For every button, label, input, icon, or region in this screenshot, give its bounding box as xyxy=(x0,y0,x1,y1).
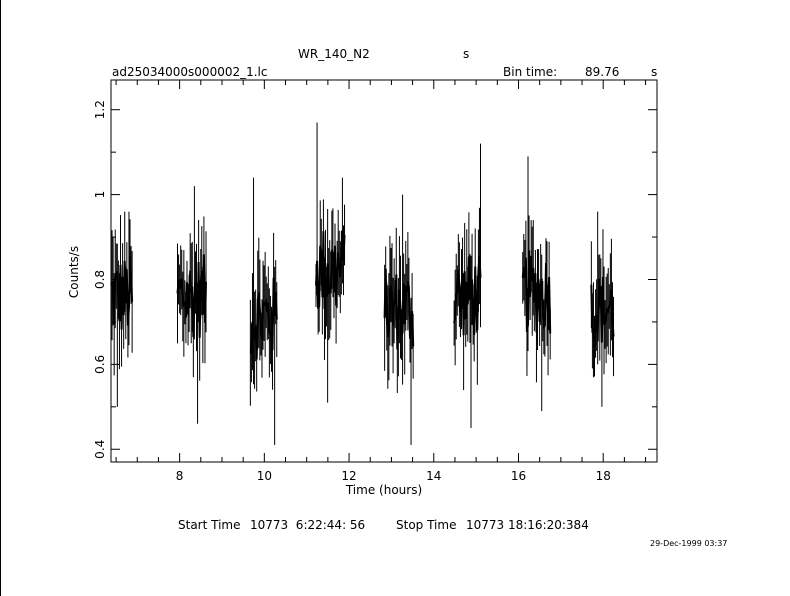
x-tick-label: 12 xyxy=(341,469,356,483)
rate-trace xyxy=(176,254,207,338)
rate-trace xyxy=(453,255,482,336)
object-name: WR_140_N2 xyxy=(298,47,370,61)
y-tick-label: 0.8 xyxy=(93,270,107,289)
y-tick-label: 0.4 xyxy=(93,440,107,459)
rate-trace xyxy=(315,230,346,310)
bin-time-label: Bin time: xyxy=(503,65,558,79)
x-tick-label: 16 xyxy=(511,469,526,483)
axis-tick-labels: 8 10 12 14 16 18 0.4 0.6 0.8 1 1.2 xyxy=(93,100,611,483)
y-axis-label: Counts/s xyxy=(67,246,81,298)
lightcurve-filename: ad25034000s000002_1.lc xyxy=(112,65,268,79)
rate-trace xyxy=(110,256,134,330)
x-tick-label: 8 xyxy=(176,469,184,483)
segment-1 xyxy=(110,211,134,407)
segment-7 xyxy=(521,156,552,412)
y-tick-label: 0.6 xyxy=(93,355,107,374)
segment-6 xyxy=(453,143,482,429)
segment-4 xyxy=(315,122,346,403)
data-series xyxy=(110,122,615,446)
x-tick-label: 18 xyxy=(596,469,611,483)
window-border xyxy=(0,0,1,596)
segment-3 xyxy=(249,177,278,446)
bin-time-value: 89.76 xyxy=(585,65,620,79)
segment-2 xyxy=(176,186,207,424)
segment-5 xyxy=(383,194,415,446)
plot-frame xyxy=(110,79,658,463)
x-axis-label: Time (hours) xyxy=(345,483,422,497)
plot-date: 29-Dec-1999 03:37 xyxy=(650,539,728,548)
bin-time-units: s xyxy=(651,65,658,79)
y-tick-label: 1.2 xyxy=(93,100,107,119)
start-time-label: Start Time xyxy=(178,518,241,532)
stop-time-label: Stop Time xyxy=(396,518,457,532)
segment-8 xyxy=(590,211,615,407)
start-time-value: 10773 6:22:44: 56 xyxy=(250,518,366,532)
object-units: s xyxy=(463,47,470,61)
x-tick-label: 14 xyxy=(426,469,441,483)
rate-trace xyxy=(250,277,278,360)
rate-trace xyxy=(521,250,552,334)
x-tick-label: 10 xyxy=(257,469,272,483)
axis-ticks xyxy=(111,80,657,462)
rate-trace xyxy=(383,268,415,350)
rate-trace xyxy=(590,276,615,347)
stop-time-value: 10773 18:16:20:384 xyxy=(466,518,589,532)
y-tick-label: 1 xyxy=(93,191,107,199)
